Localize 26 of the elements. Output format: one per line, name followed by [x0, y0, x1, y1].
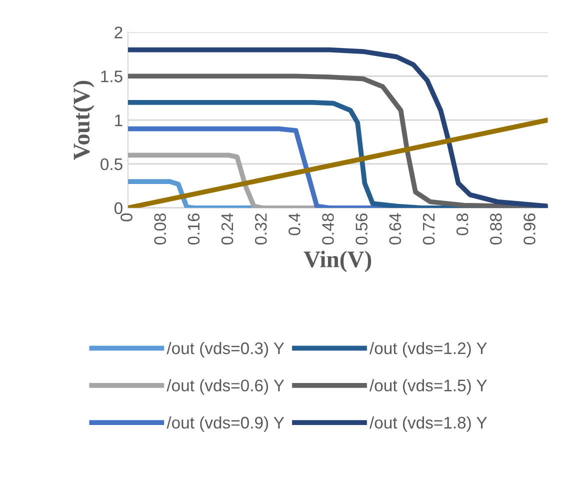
- y-tick-label: 2: [114, 26, 122, 38]
- y-axis-title: Vout(V): [72, 80, 94, 160]
- legend-label: /out (vds=0.3) Y: [166, 342, 284, 358]
- x-axis-title: Vin(V): [304, 250, 372, 272]
- x-tick-label: 0.56: [356, 213, 368, 245]
- x-tick-label: 0.96: [524, 213, 536, 245]
- y-tick-label: 1.5: [101, 70, 122, 82]
- x-tick-label: 0.32: [254, 214, 267, 245]
- y-tick-label: 0: [114, 202, 122, 214]
- y-tick-label: 0.5: [100, 158, 122, 170]
- x-tick-label: 0.48: [322, 213, 334, 245]
- legend-label: /out (vds=0.9) Y: [166, 416, 284, 432]
- x-tick-label: 0.8: [456, 213, 468, 236]
- legend-label: /out (vds=0.6) Y: [166, 379, 284, 395]
- x-tick-label: 0.64: [389, 213, 402, 245]
- x-tick-label: 0.08: [154, 213, 166, 245]
- legend-label: /out (vds=1.5) Y: [370, 379, 487, 395]
- x-tick-label: 0: [120, 213, 132, 222]
- legend-label: /out (vds=1.2) Y: [370, 342, 487, 358]
- x-tick-label: 0.16: [188, 213, 200, 245]
- x-tick-label: 0.88: [490, 213, 502, 245]
- x-tick-label: 0.24: [221, 213, 234, 245]
- y-tick-label: 1: [115, 114, 122, 126]
- x-tick-label: 0.4: [288, 213, 300, 236]
- legend-label: /out (vds=1.8) Y: [370, 416, 487, 432]
- x-tick-label: 0.72: [422, 214, 435, 245]
